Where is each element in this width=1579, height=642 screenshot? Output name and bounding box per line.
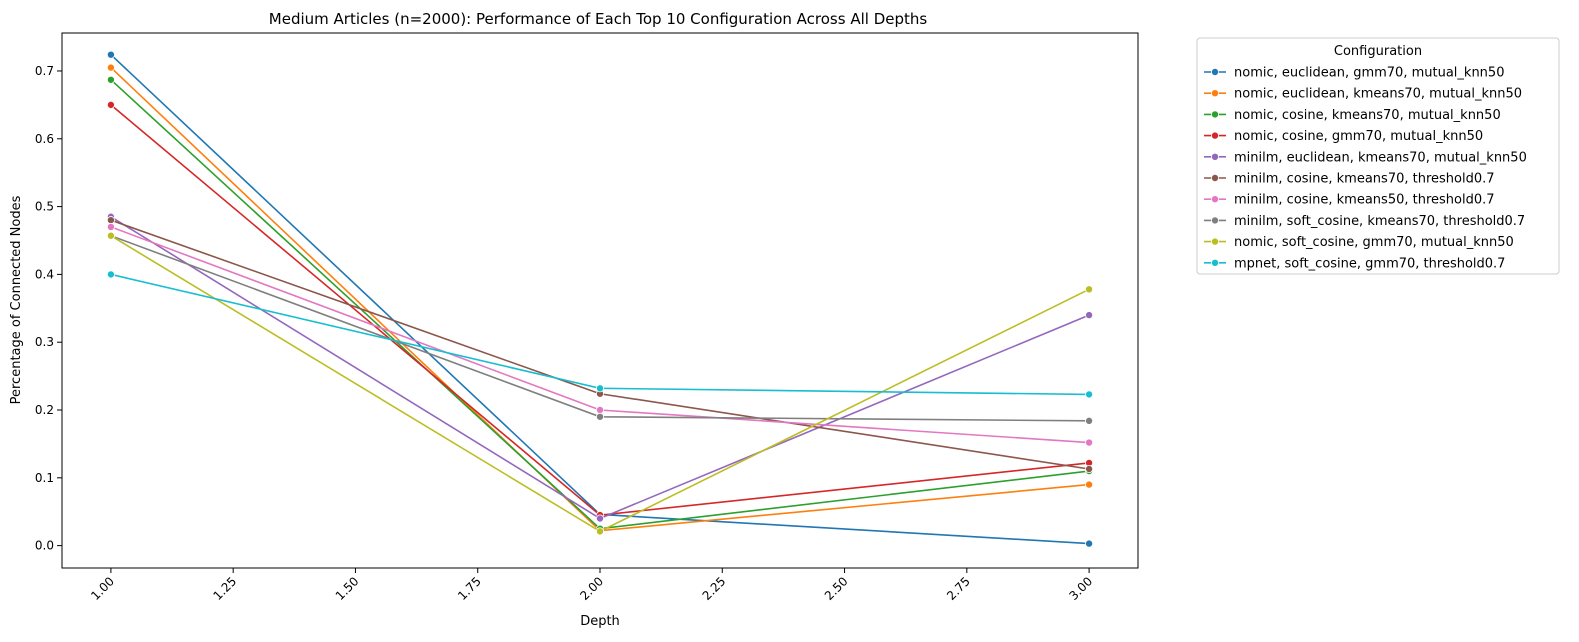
y-tick-label: 0.7: [35, 64, 54, 78]
legend-item: minilm, euclidean, kmeans70, mutual_knn5…: [1204, 150, 1527, 165]
legend-item: minilm, cosine, kmeans50, threshold0.7: [1204, 193, 1495, 208]
x-axis-ticks: 1.00 1.25 1.50 1.75 2.00 2.25 2.50 2.75 3.00: [88, 568, 1095, 603]
data-point: [596, 406, 605, 415]
series-line: [110, 235, 1090, 533]
series-line: [110, 219, 1090, 470]
data-point: [596, 514, 605, 523]
data-point: [1085, 539, 1094, 548]
y-tick-label: 0.6: [35, 132, 54, 146]
legend-label: nomic, soft_cosine, gmm70, mutual_knn50: [1234, 235, 1514, 250]
legend-marker: [1211, 68, 1220, 77]
legend-marker: [1211, 258, 1220, 267]
data-point: [1085, 416, 1094, 425]
legend-label: nomic, cosine, gmm70, mutual_knn50: [1234, 129, 1483, 144]
data-point: [106, 50, 115, 59]
legend-items: nomic, euclidean, gmm70, mutual_knn50nom…: [1204, 66, 1527, 271]
legend: Configuration nomic, euclidean, gmm70, m…: [1196, 37, 1560, 275]
data-point: [106, 75, 115, 84]
data-point: [106, 100, 115, 109]
data-point: [596, 527, 605, 536]
series-2: [106, 63, 1094, 535]
series-5: [106, 212, 1094, 523]
data-point: [596, 412, 605, 421]
legend-marker: [1211, 131, 1220, 140]
y-tick-label: 0.2: [35, 403, 54, 417]
y-tick-label: 0.5: [35, 200, 54, 214]
legend-item: minilm, soft_cosine, kmeans70, threshold…: [1204, 214, 1525, 229]
legend-label: minilm, soft_cosine, kmeans70, threshold…: [1234, 214, 1525, 229]
y-tick-label: 0.0: [35, 539, 54, 553]
legend-marker: [1211, 237, 1220, 246]
data-point: [106, 63, 115, 72]
legend-box: [1196, 37, 1560, 275]
series-line: [110, 54, 1090, 545]
data-point: [1085, 285, 1094, 294]
legend-label: minilm, cosine, kmeans70, threshold0.7: [1234, 172, 1495, 187]
legend-item: nomic, euclidean, gmm70, mutual_knn50: [1204, 66, 1504, 81]
data-point: [1085, 465, 1094, 474]
series-line: [110, 67, 1090, 532]
legend-marker: [1211, 152, 1220, 161]
x-tick-label: 2.25: [700, 574, 729, 603]
data-point: [596, 384, 605, 393]
x-axis-title: Depth: [580, 614, 620, 629]
y-axis-title: Percentage of Connected Nodes: [9, 195, 24, 404]
data-point: [1085, 390, 1094, 399]
legend-marker: [1211, 195, 1220, 204]
x-tick-label: 2.75: [944, 574, 973, 603]
data-point: [106, 216, 115, 225]
legend-title: Configuration: [1334, 44, 1422, 59]
legend-label: nomic, euclidean, kmeans70, mutual_knn50: [1234, 87, 1522, 102]
x-tick-label: 1.50: [333, 574, 362, 603]
series-4: [106, 100, 1094, 520]
series-7: [106, 222, 1094, 447]
y-tick-label: 0.1: [35, 471, 54, 485]
legend-item: nomic, cosine, gmm70, mutual_knn50: [1204, 129, 1483, 144]
series-1: [106, 50, 1094, 548]
plot-frame: [61, 32, 1139, 569]
x-tick-label: 3.00: [1066, 574, 1095, 603]
x-tick-label: 2.50: [822, 574, 851, 603]
data-point: [106, 270, 115, 279]
y-tick-label: 0.3: [35, 335, 54, 349]
data-point: [106, 231, 115, 240]
series-3: [106, 75, 1094, 533]
y-tick-label: 0.4: [35, 267, 54, 281]
legend-label: nomic, cosine, kmeans70, mutual_knn50: [1234, 108, 1501, 123]
legend-label: minilm, euclidean, kmeans70, mutual_knn5…: [1234, 150, 1527, 165]
data-point: [1085, 311, 1094, 320]
series-9: [106, 231, 1094, 536]
legend-item: nomic, euclidean, kmeans70, mutual_knn50: [1204, 87, 1522, 102]
legend-marker: [1211, 110, 1220, 119]
y-axis-ticks: 0.0 0.1 0.2 0.3 0.4 0.5 0.6 0.7: [35, 64, 62, 553]
legend-item: minilm, cosine, kmeans70, threshold0.7: [1204, 172, 1495, 187]
legend-item: mpnet, soft_cosine, gmm70, threshold0.7: [1204, 256, 1505, 271]
data-point: [106, 222, 115, 231]
series-line: [110, 79, 1090, 530]
x-tick-label: 2.00: [577, 574, 606, 603]
x-tick-label: 1.75: [455, 574, 484, 603]
legend-label: nomic, euclidean, gmm70, mutual_knn50: [1234, 66, 1504, 81]
data-point: [1085, 480, 1094, 489]
legend-item: nomic, soft_cosine, gmm70, mutual_knn50: [1204, 235, 1514, 250]
legend-label: mpnet, soft_cosine, gmm70, threshold0.7: [1234, 256, 1505, 271]
legend-marker: [1211, 173, 1220, 182]
x-tick-label: 1.25: [211, 574, 240, 603]
series-line: [110, 104, 1090, 516]
legend-item: nomic, cosine, kmeans70, mutual_knn50: [1204, 108, 1501, 123]
chart-title: Medium Articles (n=2000): Performance of…: [269, 10, 928, 28]
legend-marker: [1211, 89, 1220, 98]
series-line: [110, 216, 1090, 520]
series-10: [106, 270, 1094, 399]
legend-label: minilm, cosine, kmeans50, threshold0.7: [1234, 193, 1495, 208]
data-point: [1085, 438, 1094, 447]
legend-marker: [1211, 216, 1220, 225]
series-6: [106, 216, 1094, 474]
series-layer: [106, 50, 1094, 548]
x-tick-label: 1.00: [88, 574, 117, 603]
